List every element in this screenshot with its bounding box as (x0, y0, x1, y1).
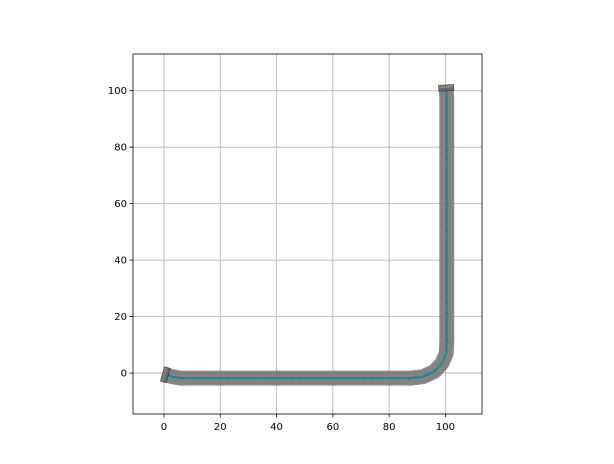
ticks: 0 20 40 60 80 100 0 20 40 60 80 100 (108, 86, 455, 433)
path-centerline (165, 87, 448, 380)
y-tick-label: 80 (114, 143, 127, 154)
end-cap (438, 84, 455, 92)
start-cap (160, 366, 171, 384)
x-tick-label: 80 (383, 422, 396, 433)
x-tick-label: 40 (270, 422, 283, 433)
x-tick-label: 0 (161, 422, 167, 433)
x-tick-label: 20 (214, 422, 227, 433)
x-tick-label: 60 (326, 422, 339, 433)
y-tick-label: 0 (121, 369, 127, 380)
x-tick-label: 100 (436, 422, 455, 433)
data-layer (160, 84, 455, 386)
y-tick-label: 20 (114, 312, 127, 323)
y-tick-label: 100 (108, 86, 127, 97)
axes-frame (132, 53, 483, 415)
y-tick-label: 60 (114, 199, 127, 210)
y-tick-label: 40 (114, 256, 127, 267)
